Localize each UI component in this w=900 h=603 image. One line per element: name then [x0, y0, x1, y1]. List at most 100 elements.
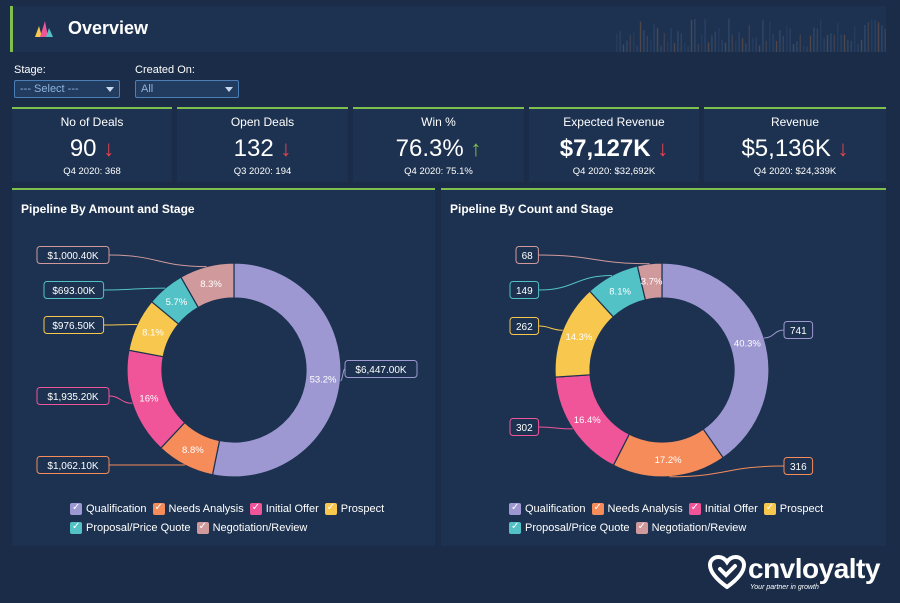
decor-bar — [724, 42, 727, 52]
decor-bar — [854, 25, 856, 52]
kpi-value-row: $7,127K ↓ — [529, 135, 699, 163]
decor-bar — [660, 45, 662, 52]
donut-slice-negotiation-review[interactable] — [636, 262, 663, 301]
legend-item-negotiation-review[interactable]: Negotiation/Review — [635, 521, 746, 534]
kpi-value-row: 90 ↓ — [12, 135, 172, 163]
brand-tagline: Your partner in growth — [750, 584, 819, 591]
decor-bar — [735, 41, 737, 52]
legend-checkbox-icon[interactable] — [635, 521, 648, 534]
arrow-down-icon: ↓ — [837, 136, 849, 161]
decor-bar — [779, 29, 781, 52]
legend-label: Proposal/Price Quote — [86, 521, 191, 534]
kpi-value: 132 — [233, 135, 274, 162]
decor-bar — [837, 22, 839, 52]
kpi-title: Open Deals — [230, 115, 295, 129]
donut-slice-needs-analysis[interactable] — [612, 428, 724, 478]
decor-bar — [769, 21, 771, 52]
slice-percent-label: 53.2% — [310, 375, 337, 386]
decor-bar — [833, 34, 835, 52]
donut-slice-qualification[interactable] — [661, 262, 770, 459]
kpi-card-revenue: Revenue $5,136K ↓ Q4 2020: $24,339K — [704, 107, 886, 182]
page-title: Overview — [68, 18, 149, 38]
legend-item-proposal-price-quote[interactable]: Proposal/Price Quote — [509, 521, 630, 534]
decor-bar — [765, 40, 767, 52]
legend-item-needs-analysis[interactable]: Needs Analysis — [591, 502, 683, 515]
decor-bar — [803, 45, 805, 52]
legend-item-negotiation-review[interactable]: Negotiation/Review — [196, 521, 308, 534]
legend-item-prospect[interactable]: Prospect — [324, 502, 385, 515]
decor-bar — [782, 35, 784, 52]
decor-bar — [687, 46, 689, 52]
decor-bar — [670, 27, 672, 52]
legend-checkbox-icon[interactable] — [509, 502, 521, 515]
legend-checkbox-icon[interactable] — [70, 521, 82, 534]
chart-title: Pipeline By Amount and Stage — [21, 202, 195, 216]
chart-legend: Qualification Needs Analysis Initial Offer… — [70, 499, 390, 537]
legend-label: Prospect — [779, 502, 824, 515]
legend-label: Prospect — [340, 502, 385, 515]
kpi-value-row: 76.3% ↑ — [353, 135, 524, 163]
decor-bar — [796, 41, 798, 52]
donut-slice-negotiation-review[interactable] — [180, 262, 235, 309]
value-callout-box — [43, 316, 105, 334]
legend-item-needs-analysis[interactable]: Needs Analysis — [152, 502, 244, 515]
callout-line — [103, 287, 166, 291]
decor-bar — [677, 31, 679, 52]
kpi-value-row: $5,136K ↓ — [704, 135, 886, 163]
slice-value-label: $976.50K — [52, 321, 95, 332]
kpi-card-open-deals: Open Deals 132 ↓ Q3 2020: 194 — [177, 107, 348, 182]
legend-checkbox-icon[interactable] — [152, 502, 165, 515]
decor-bar — [762, 20, 764, 52]
legend-label: Negotiation/Review — [212, 521, 308, 534]
kpi-value: $5,136K — [741, 135, 831, 162]
legend-checkbox-icon[interactable] — [688, 502, 701, 515]
heart-logo-icon — [708, 555, 746, 589]
decor-bar — [813, 27, 815, 52]
legend-checkbox-icon[interactable] — [591, 502, 604, 515]
kpi-title: Revenue — [770, 115, 820, 129]
legend-checkbox-icon[interactable] — [196, 521, 209, 534]
created-on-filter-label: Created On: — [135, 64, 195, 76]
callout-line — [538, 274, 612, 291]
created-on-select[interactable]: All — [135, 80, 239, 98]
legend-item-initial-offer[interactable]: Initial Offer — [688, 502, 758, 515]
legend-checkbox-icon[interactable] — [763, 502, 776, 515]
legend-checkbox-icon[interactable] — [70, 502, 82, 515]
stage-select[interactable]: --- Select --- — [14, 80, 120, 98]
slice-percent-label: 8.1% — [142, 327, 164, 338]
legend-item-initial-offer[interactable]: Initial Offer — [249, 502, 319, 515]
donut-slice-qualification[interactable] — [211, 262, 342, 478]
kpi-card-win-percent: Win % 76.3% ↑ Q4 2020: 75.1% — [353, 107, 524, 182]
decor-bar — [809, 35, 812, 52]
decor-bar — [884, 28, 886, 52]
page-header: Overview — [10, 6, 886, 52]
legend-checkbox-icon[interactable] — [509, 521, 521, 534]
value-callout-box — [783, 321, 814, 339]
value-callout-box — [344, 360, 418, 378]
legend-checkbox-icon[interactable] — [249, 502, 262, 515]
value-callout-box — [515, 246, 539, 264]
legend-checkbox-icon[interactable] — [324, 502, 337, 515]
value-callout-box — [36, 246, 110, 264]
value-callout-box — [509, 317, 540, 335]
decor-bar — [874, 20, 876, 52]
legend-item-qualification[interactable]: Qualification — [70, 502, 147, 515]
decor-bar — [694, 18, 696, 52]
brand-name: cnvloyalty — [748, 553, 880, 584]
slice-percent-label: 8.1% — [609, 286, 631, 297]
legend-item-prospect[interactable]: Prospect — [763, 502, 824, 515]
legend-item-proposal-price-quote[interactable]: Proposal/Price Quote — [70, 521, 191, 534]
decor-bar — [718, 27, 720, 52]
callout-line — [340, 368, 346, 382]
slice-value-label: $1,000.40K — [47, 251, 98, 262]
callout-line — [538, 325, 563, 331]
decor-bar — [806, 46, 808, 52]
decor-bar — [840, 34, 842, 52]
stage-filter: Stage: --- Select --- — [14, 64, 120, 98]
callout-line — [764, 329, 785, 339]
pipeline-amount-donut-chart: 53.2% $6,447.00K 8.8% $1,062.10K 16% $1,935.2… — [36, 246, 418, 478]
decor-bar — [667, 40, 669, 52]
decor-bar — [823, 38, 825, 52]
slice-percent-label: 16.4% — [574, 415, 601, 426]
legend-item-qualification[interactable]: Qualification — [509, 502, 586, 515]
